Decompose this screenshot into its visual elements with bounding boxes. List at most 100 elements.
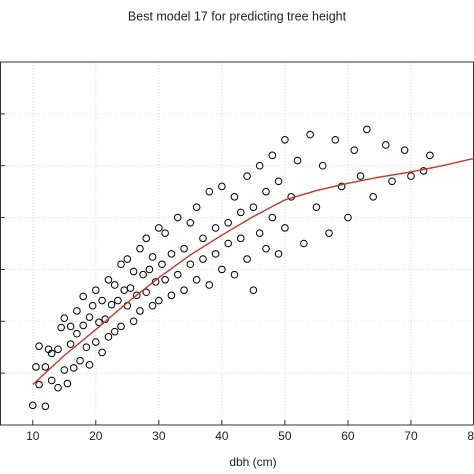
point: [158, 260, 166, 269]
point: [142, 234, 151, 243]
point: [173, 270, 182, 279]
point: [28, 401, 37, 410]
point: [255, 161, 264, 170]
point: [407, 172, 415, 180]
point: [161, 276, 169, 284]
point: [186, 218, 195, 227]
point: [419, 167, 428, 175]
point: [79, 292, 88, 301]
point: [274, 177, 283, 186]
point: [66, 340, 75, 348]
point: [82, 343, 91, 352]
x-tick-label: 40: [215, 429, 229, 443]
x-tick-label: 30: [152, 429, 166, 443]
point: [236, 234, 245, 243]
x-axis-label: dbh (cm): [229, 455, 276, 469]
point: [363, 125, 371, 134]
point: [110, 327, 119, 336]
point: [255, 229, 264, 237]
point: [92, 286, 100, 294]
point: [35, 380, 43, 389]
point: [230, 193, 239, 201]
point: [331, 135, 340, 144]
point: [167, 250, 176, 258]
point: [337, 182, 346, 191]
point: [205, 187, 214, 196]
point: [60, 366, 69, 374]
x-tick-label: 70: [404, 429, 418, 443]
point: [274, 250, 283, 258]
point: [98, 348, 106, 357]
point: [199, 234, 207, 243]
point: [211, 224, 220, 232]
point: [104, 276, 113, 284]
point: [236, 208, 245, 217]
point: [173, 213, 182, 222]
point: [262, 187, 270, 196]
point: [224, 239, 232, 248]
point: [268, 151, 277, 160]
point: [85, 313, 94, 321]
point: [54, 383, 62, 392]
point: [76, 356, 84, 365]
chart-title: Best model 17 for predicting tree height: [128, 9, 347, 23]
point: [230, 270, 239, 279]
point: [117, 260, 125, 269]
point: [57, 323, 65, 332]
point: [79, 321, 88, 330]
point: [325, 229, 333, 237]
point: [268, 213, 277, 222]
x-tick-label: 50: [278, 429, 292, 443]
point: [148, 301, 157, 310]
point: [110, 281, 119, 289]
point: [192, 203, 201, 211]
point: [186, 260, 195, 269]
x-tick-label: 20: [89, 429, 103, 443]
point: [369, 193, 377, 201]
point: [249, 286, 258, 294]
point: [281, 135, 289, 144]
point: [132, 291, 141, 300]
point: [98, 296, 106, 305]
point: [224, 218, 232, 227]
point: [117, 322, 125, 331]
point: [85, 361, 94, 369]
x-tick-label: 80: [467, 429, 474, 443]
point: [145, 265, 154, 274]
point: [95, 318, 103, 327]
point: [218, 182, 226, 191]
point: [243, 255, 251, 263]
fit-curve: [32, 157, 474, 386]
point: [192, 276, 201, 284]
point: [73, 307, 81, 315]
point: [88, 301, 97, 310]
point: [281, 224, 289, 232]
point: [69, 364, 78, 372]
point: [161, 229, 169, 237]
point: [142, 288, 151, 297]
point: [92, 338, 100, 346]
point: [381, 141, 390, 149]
point: [41, 402, 50, 411]
point: [104, 333, 113, 341]
point: [126, 284, 135, 292]
point: [426, 151, 434, 160]
point: [107, 300, 116, 309]
point: [66, 322, 75, 331]
point: [120, 286, 128, 294]
point: [249, 203, 258, 211]
x-tick-label: 10: [26, 429, 40, 443]
point: [47, 376, 56, 385]
point: [167, 291, 176, 300]
point: [155, 296, 163, 305]
point: [114, 296, 122, 305]
point: [180, 286, 188, 294]
point: [123, 255, 132, 263]
point: [129, 317, 138, 326]
point: [199, 255, 207, 263]
point: [205, 281, 214, 289]
point: [129, 267, 138, 276]
point: [151, 278, 160, 286]
point: [400, 146, 409, 154]
